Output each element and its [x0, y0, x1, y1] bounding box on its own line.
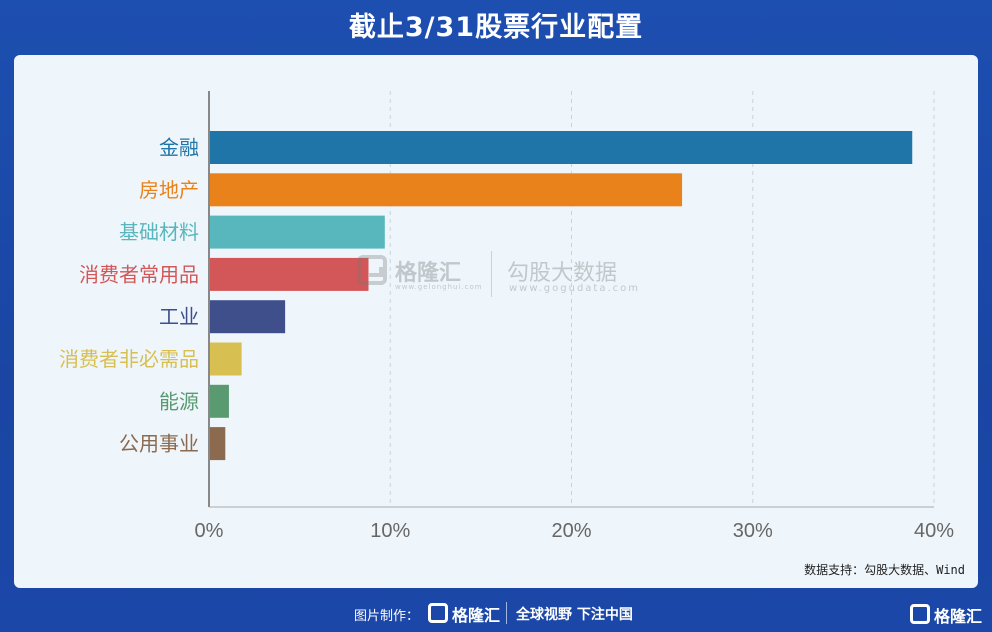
bars [209, 131, 913, 461]
bar [209, 173, 683, 207]
category-label: 消费者常用品 [79, 262, 199, 286]
x-tick-label: 0% [195, 520, 224, 542]
category-label: 消费者非必需品 [59, 347, 199, 371]
category-label: 公用事业 [119, 432, 199, 456]
category-label: 房地产 [139, 178, 199, 202]
bar [209, 257, 369, 291]
x-tick-label: 40% [914, 520, 954, 542]
grid-lines [389, 91, 935, 507]
x-tick-labels: 0% 10% 20% 30% 40% [195, 520, 955, 542]
page-title: 截止3/31股票行业配置 [348, 12, 644, 43]
category-label: 工业 [159, 305, 199, 329]
footer-slogan: 全球视野 下注中国 [516, 607, 633, 623]
x-tick-label: 30% [733, 520, 773, 542]
corner-logo-icon [910, 604, 930, 624]
bar [209, 384, 229, 418]
data-source: 数据支持：勾股大数据、Wind [804, 563, 965, 577]
corner-logo: 格隆汇 [910, 602, 984, 626]
bar [209, 427, 226, 461]
chart-panel: 金融房地产基础材料消费者常用品工业消费者非必需品能源公用事业 0% 10% 20% 3… [14, 55, 978, 588]
footer-divider [506, 602, 507, 624]
category-label: 能源 [159, 389, 199, 413]
corner-brand: 格隆汇 [934, 607, 983, 626]
footer-brand: 格隆汇 [452, 606, 501, 625]
bar [209, 215, 385, 249]
made-by-label: 图片制作： [354, 609, 420, 624]
category-label: 基础材料 [119, 220, 199, 244]
footer-logo-icon [428, 603, 448, 623]
category-label: 金融 [159, 136, 199, 160]
bar [209, 342, 242, 376]
x-tick-label: 10% [370, 520, 410, 542]
bar [209, 131, 913, 164]
footer: 图片制作： 格隆汇 全球视野 下注中国 格隆汇 [0, 596, 992, 632]
bar [209, 300, 286, 334]
x-tick-label: 20% [551, 520, 591, 542]
